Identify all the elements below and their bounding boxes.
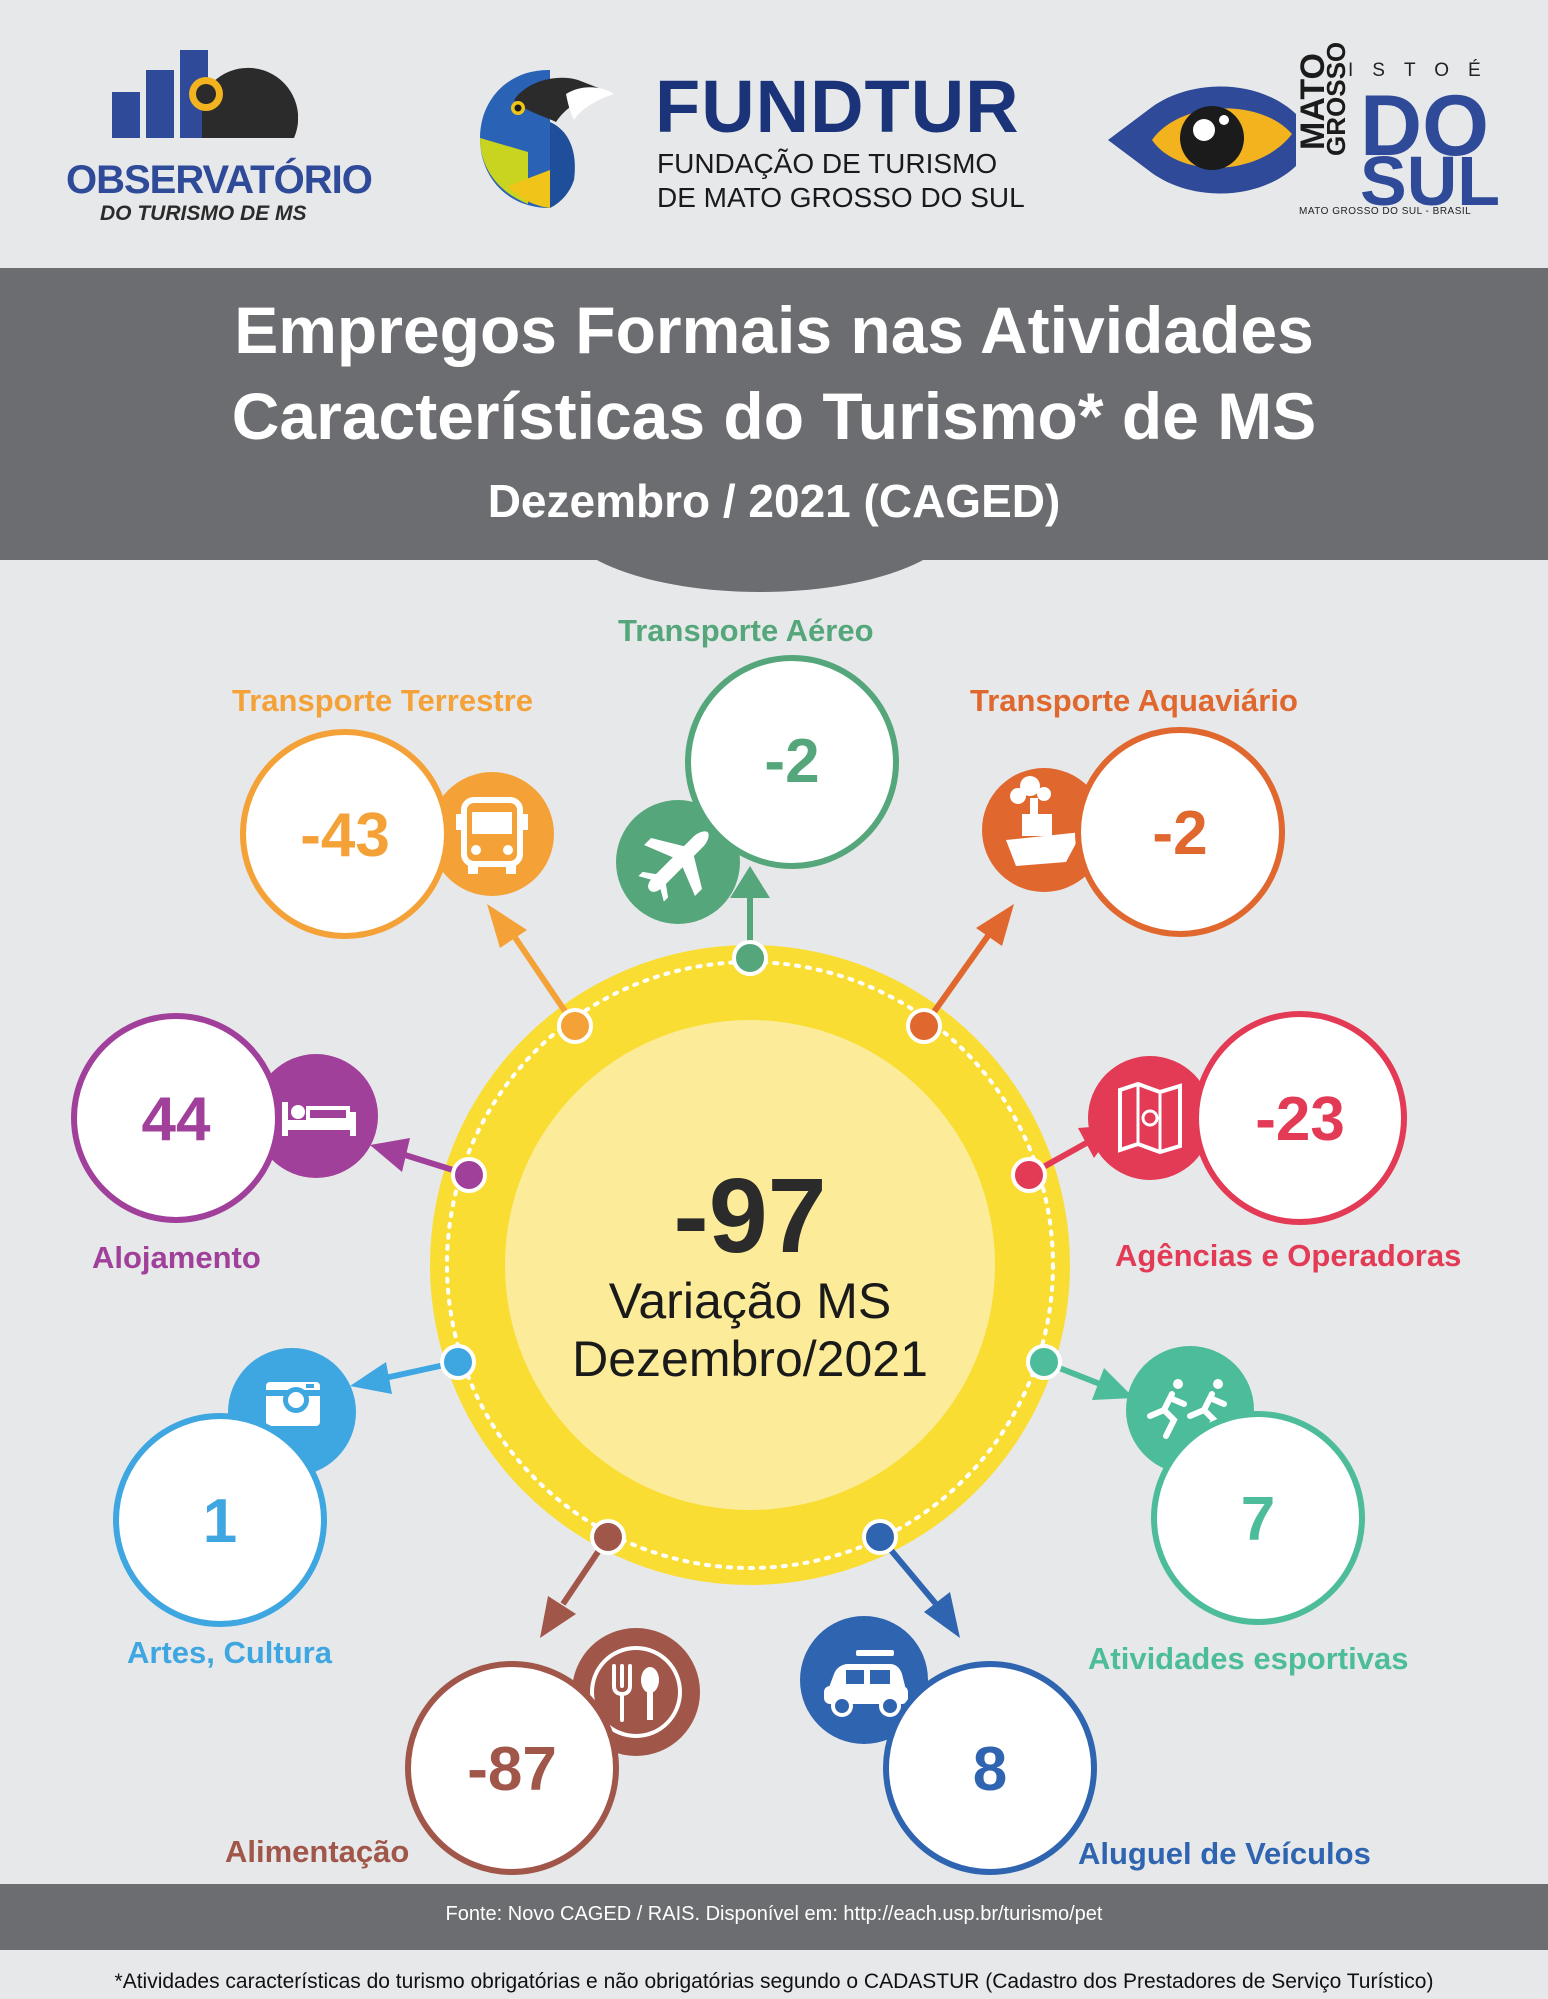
footnote: *Atividades características do turismo o… — [114, 1970, 1434, 1993]
toucan-logo-icon — [480, 70, 614, 208]
connector-alojamento — [370, 1138, 487, 1193]
center-inner-disc — [505, 1020, 995, 1510]
header-logos: OBSERVATÓRIO DO TURISMO DE MS FUNDTUR FU… — [0, 0, 1548, 268]
activity-alojamento: 44 — [71, 1013, 378, 1223]
center-label-line1: Variação MS — [609, 1273, 892, 1329]
value-agencias: -23 — [1255, 1085, 1345, 1154]
runners-icon — [1147, 1379, 1227, 1439]
ms-logo-brasil: MATO GROSSO DO SUL - BRASIL — [1299, 206, 1472, 217]
activity-alimentacao: -87 — [405, 1628, 700, 1875]
label-artes: Artes, Cultura — [127, 1635, 332, 1670]
value-transporte-aquaviario: -2 — [1152, 799, 1207, 868]
activity-agencias: -23 — [1088, 1011, 1407, 1225]
title-band-bump — [560, 440, 960, 592]
observatorio-logo-icon — [112, 50, 298, 138]
center-value: -97 — [673, 1157, 826, 1275]
activity-esportivas: 7 — [1126, 1346, 1365, 1625]
footer-source: Fonte: Novo CAGED / RAIS. Disponível em:… — [445, 1903, 1103, 1925]
connector-transporte-aquaviario — [906, 904, 1014, 1044]
label-alojamento: Alojamento — [92, 1240, 261, 1275]
label-transporte-terrestre: Transporte Terrestre — [232, 683, 533, 718]
fundtur-subtitle-line1: FUNDAÇÃO DE TURISMO — [657, 148, 998, 179]
value-alimentacao: -87 — [467, 1735, 557, 1804]
connector-artes — [350, 1344, 476, 1394]
connector-transporte-terrestre — [487, 904, 593, 1044]
camera-icon — [266, 1382, 320, 1426]
footer-band — [0, 1884, 1548, 1950]
page-subtitle: Dezembro / 2021 (CAGED) — [487, 475, 1061, 527]
ms-logo-istoe: ISTOÉ — [1348, 60, 1500, 81]
page-title-line2: Características do Turismo* de MS — [231, 379, 1317, 453]
label-agencias: Agências e Operadoras — [1115, 1238, 1462, 1273]
label-alimentacao: Alimentação — [225, 1834, 410, 1869]
fundtur-name: FUNDTUR — [655, 65, 1020, 148]
connector-transporte-aereo — [730, 866, 770, 976]
map-icon — [1118, 1081, 1182, 1155]
observatorio-name: OBSERVATÓRIO — [66, 158, 373, 202]
connector-alimentacao — [540, 1519, 626, 1638]
activity-transporte-terrestre: -43 — [240, 729, 554, 939]
activity-aluguel: 8 — [800, 1616, 1097, 1875]
label-esportivas: Atividades esportivas — [1088, 1641, 1409, 1676]
value-aluguel: 8 — [973, 1735, 1007, 1804]
airplane-icon — [638, 831, 709, 902]
bus-icon — [456, 797, 528, 874]
ms-eye-logo-icon — [1108, 86, 1296, 194]
car-icon — [824, 1650, 908, 1717]
activity-transporte-aquaviario: -2 — [982, 727, 1285, 937]
value-transporte-terrestre: -43 — [300, 801, 390, 870]
cutlery-icon — [590, 1646, 682, 1738]
ship-icon — [1006, 776, 1082, 866]
bed-icon — [282, 1102, 356, 1136]
label-transporte-aquaviario: Transporte Aquaviário — [970, 683, 1298, 718]
fundtur-subtitle-line2: DE MATO GROSSO DO SUL — [657, 182, 1025, 213]
center-dotted-ring — [445, 960, 1055, 1570]
page-title-line1: Empregos Formais nas Atividades — [234, 293, 1314, 367]
center-label-line2: Dezembro/2021 — [572, 1331, 928, 1387]
observatorio-subtitle: DO TURISMO DE MS — [100, 202, 307, 225]
value-transporte-aereo: -2 — [764, 727, 819, 796]
value-alojamento: 44 — [142, 1085, 211, 1154]
activity-transporte-aereo: -2 — [616, 655, 899, 924]
connector-aluguel — [862, 1519, 960, 1638]
value-esportivas: 7 — [1241, 1485, 1275, 1554]
activity-artes: 1 — [113, 1348, 356, 1627]
label-transporte-aereo: Transporte Aéreo — [618, 613, 874, 648]
value-artes: 1 — [203, 1487, 237, 1556]
label-aluguel: Aluguel de Veículos — [1078, 1836, 1371, 1871]
ms-logo-sul: SUL — [1360, 142, 1500, 220]
connector-esportivas — [1026, 1344, 1134, 1400]
ms-logo-do: DO — [1360, 78, 1489, 174]
